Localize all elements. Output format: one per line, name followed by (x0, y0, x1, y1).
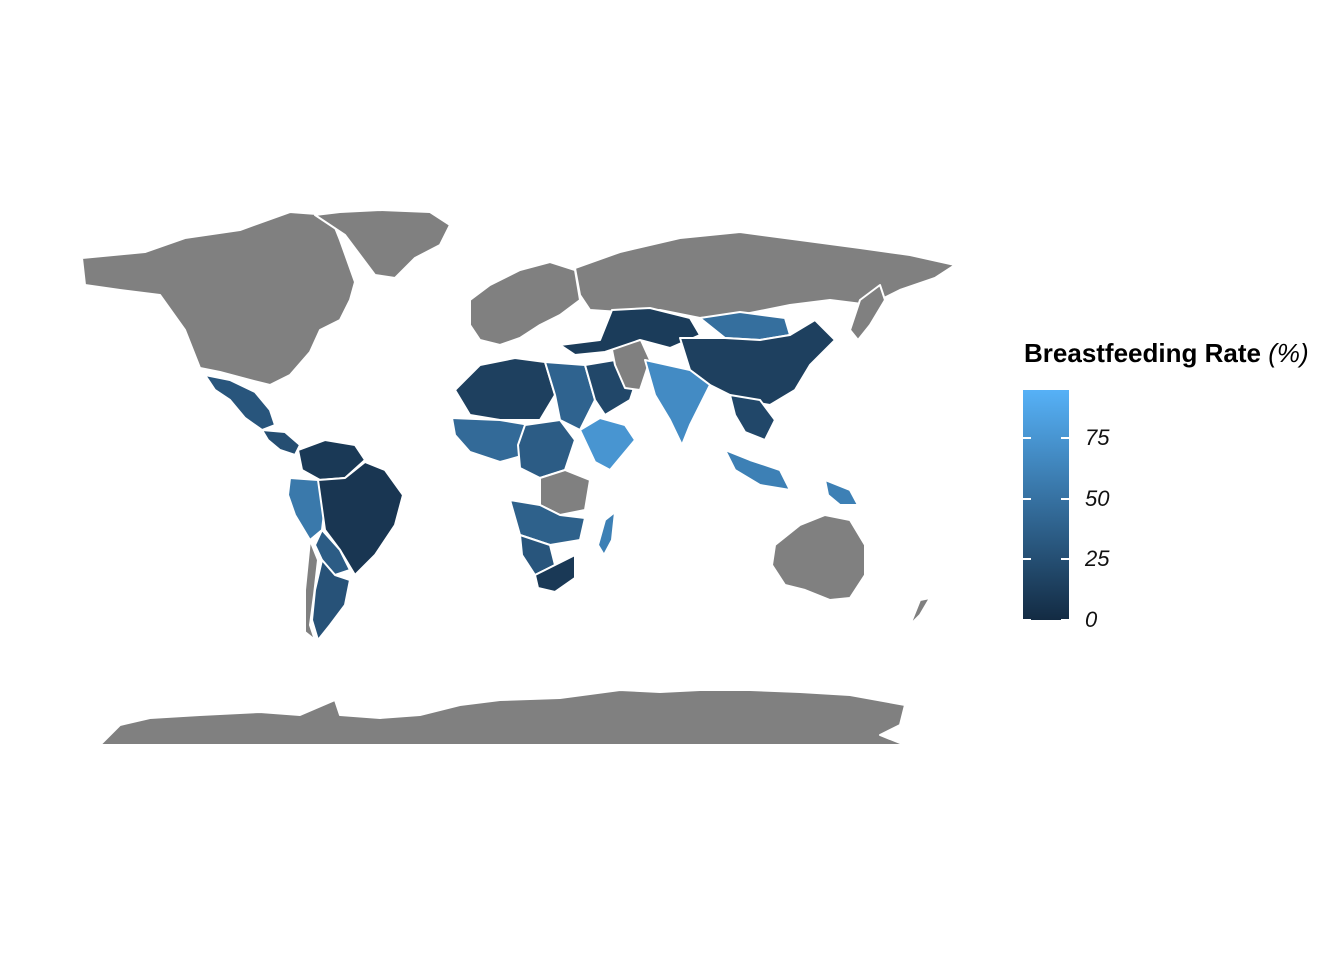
legend-colorbar (1023, 390, 1069, 620)
region-south-africa (534, 554, 576, 593)
legend-tick-label: 50 (1085, 485, 1110, 511)
region-europe (469, 261, 581, 346)
region-mongolia (699, 311, 791, 341)
region-central-america (261, 429, 301, 456)
legend-tick-label: 25 (1085, 546, 1110, 572)
region-indonesia-east (824, 479, 859, 506)
region-central-africa (517, 419, 576, 479)
region-russia (574, 231, 956, 319)
legend-tick-label: 0 (1085, 607, 1098, 632)
region-greenland (314, 209, 451, 279)
region-antarctica (99, 689, 906, 746)
region-southeast-asia (729, 394, 776, 441)
legend-unit-text: (%) (1268, 338, 1309, 368)
legend-title: Breastfeeding Rate (%) (1024, 338, 1309, 369)
legend-title-text: Breastfeeding Rate (1024, 338, 1261, 368)
region-australia (771, 514, 866, 601)
region-mexico (204, 374, 276, 431)
region-north-america (81, 211, 356, 386)
region-new-zealand (909, 597, 931, 626)
legend-tick-label: 75 (1085, 425, 1110, 451)
region-northwest-africa (454, 357, 556, 421)
region-madagascar (597, 511, 616, 556)
region-india (644, 359, 711, 446)
region-central-asia (559, 307, 701, 356)
region-horn-of-africa (579, 417, 636, 471)
region-chile (304, 539, 319, 641)
region-west-africa (451, 417, 531, 463)
region-japan (849, 284, 886, 341)
region-indonesia (724, 449, 791, 491)
